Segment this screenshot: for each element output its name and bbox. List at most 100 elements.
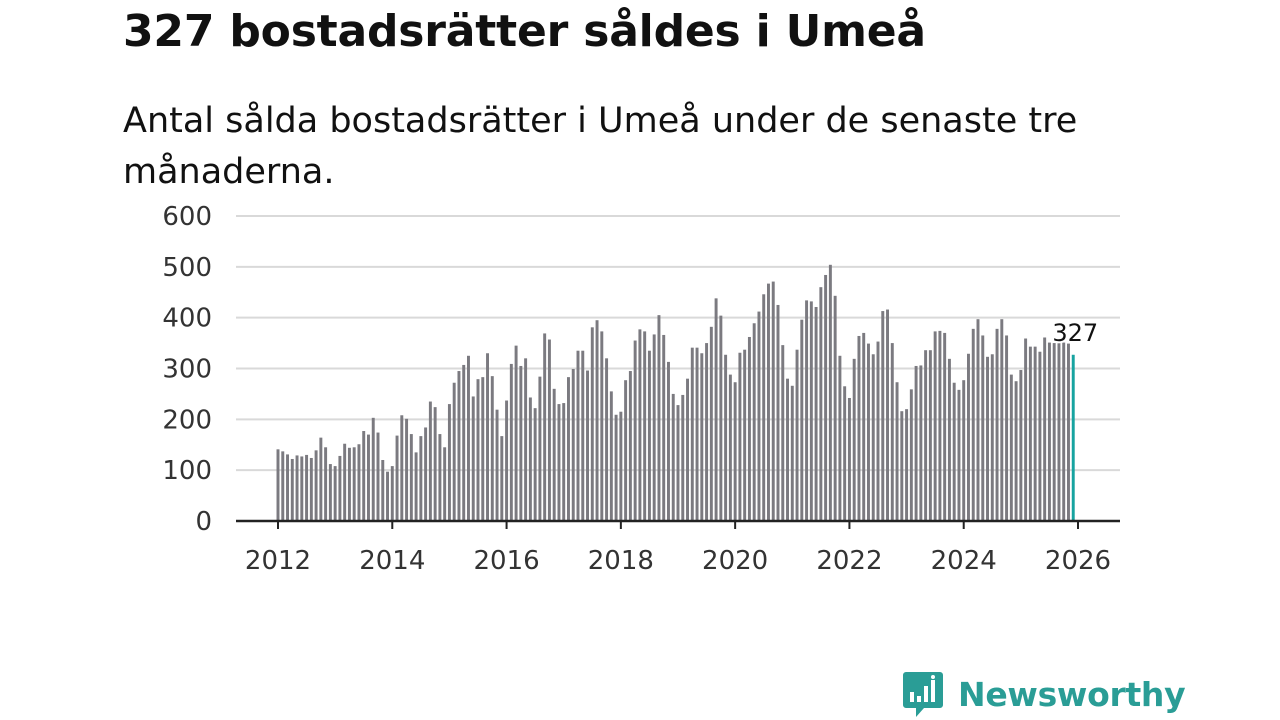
bar bbox=[957, 389, 961, 521]
bar bbox=[724, 354, 728, 521]
bar bbox=[395, 435, 399, 521]
bar bbox=[1067, 343, 1070, 521]
y-tick-label: 500 bbox=[162, 253, 212, 283]
bar bbox=[481, 377, 485, 521]
bar bbox=[919, 365, 923, 521]
bar bbox=[833, 295, 837, 521]
bar bbox=[1043, 337, 1047, 521]
bar bbox=[586, 370, 589, 521]
bar bbox=[681, 394, 685, 521]
bar bbox=[547, 339, 551, 521]
bar bbox=[1033, 346, 1037, 521]
bar bbox=[900, 411, 904, 521]
bar bbox=[443, 447, 447, 521]
highlight-value-label: 327 bbox=[1052, 319, 1098, 347]
bar bbox=[952, 382, 956, 521]
bar bbox=[762, 294, 766, 521]
bar bbox=[605, 358, 609, 521]
bar bbox=[824, 274, 828, 521]
bar bbox=[747, 336, 751, 521]
bar bbox=[362, 431, 366, 521]
bar bbox=[676, 405, 680, 521]
bar bbox=[771, 281, 775, 521]
bar bbox=[624, 380, 628, 521]
bar bbox=[805, 300, 809, 521]
bar bbox=[852, 358, 856, 521]
bar bbox=[695, 347, 699, 521]
bar bbox=[909, 389, 913, 521]
x-tick-label: 2022 bbox=[816, 546, 882, 576]
bar bbox=[600, 331, 604, 521]
bar bbox=[890, 343, 894, 521]
bar bbox=[419, 436, 423, 521]
bar bbox=[295, 455, 299, 521]
bar bbox=[643, 331, 647, 521]
bar bbox=[533, 408, 537, 521]
bar bbox=[652, 334, 656, 521]
bar bbox=[328, 464, 332, 521]
bar bbox=[671, 393, 675, 521]
bar bbox=[309, 457, 313, 521]
bar bbox=[914, 365, 918, 521]
bar bbox=[476, 379, 480, 521]
bar bbox=[633, 340, 637, 521]
bar bbox=[543, 333, 547, 521]
bar bbox=[576, 350, 580, 521]
bar bbox=[981, 335, 985, 521]
bar bbox=[567, 377, 570, 521]
bar bbox=[524, 358, 528, 521]
bar bbox=[871, 354, 875, 521]
x-tick-label: 2024 bbox=[931, 546, 997, 576]
bar bbox=[628, 371, 632, 521]
bar bbox=[381, 460, 385, 521]
bar bbox=[314, 450, 318, 521]
bar bbox=[647, 350, 651, 521]
bar bbox=[409, 434, 413, 521]
bar bbox=[614, 414, 618, 521]
bar bbox=[471, 396, 475, 521]
newsworthy-logo: Newsworthy bbox=[902, 670, 1186, 718]
bar bbox=[967, 353, 970, 521]
bar bbox=[590, 327, 594, 521]
bar bbox=[276, 449, 280, 521]
y-tick-label: 100 bbox=[162, 456, 212, 486]
bar bbox=[1019, 370, 1023, 521]
bar bbox=[371, 417, 375, 521]
bar bbox=[300, 456, 304, 521]
bar bbox=[733, 382, 737, 521]
bar bbox=[581, 350, 585, 521]
bar bbox=[338, 455, 342, 521]
bar bbox=[800, 319, 804, 521]
bar bbox=[557, 404, 561, 521]
bar bbox=[638, 329, 642, 521]
y-tick-label: 400 bbox=[162, 304, 212, 334]
bar bbox=[333, 466, 337, 521]
bar bbox=[400, 415, 404, 521]
bar bbox=[319, 437, 323, 521]
bar bbox=[1005, 335, 1009, 521]
bar bbox=[376, 432, 380, 521]
bar bbox=[709, 326, 713, 521]
bar bbox=[738, 352, 742, 521]
bar bbox=[424, 427, 428, 521]
bar bbox=[1014, 381, 1018, 521]
bar bbox=[819, 287, 823, 521]
bar bbox=[657, 315, 661, 522]
x-tick-label: 2020 bbox=[702, 546, 768, 576]
bar bbox=[467, 355, 470, 521]
bar bbox=[714, 298, 718, 521]
bar bbox=[1024, 338, 1028, 521]
bar bbox=[286, 454, 289, 521]
bar bbox=[514, 345, 518, 522]
bar bbox=[438, 434, 442, 521]
bar bbox=[986, 356, 989, 521]
bar bbox=[462, 364, 466, 521]
bar bbox=[705, 343, 709, 521]
bar bbox=[352, 447, 356, 521]
bar bbox=[876, 341, 880, 521]
bar bbox=[847, 397, 851, 521]
bar bbox=[971, 328, 975, 521]
bar bbox=[686, 378, 689, 521]
bar bbox=[828, 264, 832, 521]
